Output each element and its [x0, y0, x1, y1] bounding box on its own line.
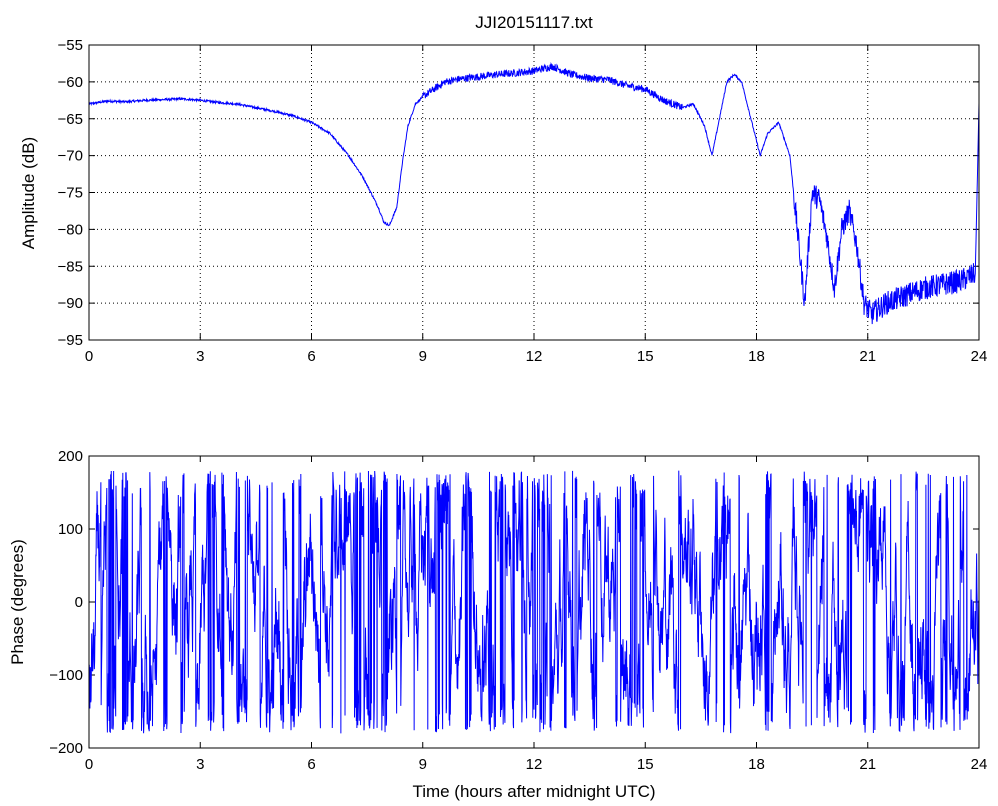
- amplitude-y-axis-label: Amplitude (dB): [19, 137, 38, 249]
- amplitude-x-tick-label: 0: [85, 348, 93, 365]
- phase-x-tick-label: 24: [971, 756, 988, 773]
- amplitude-y-tick-label: −80: [58, 221, 83, 238]
- amplitude-x-tick-label: 15: [637, 348, 654, 365]
- amplitude-x-tick-label: 21: [859, 348, 876, 365]
- amplitude-y-tick-label: −90: [58, 295, 83, 312]
- amplitude-y-tick-label: −70: [58, 148, 83, 165]
- amplitude-y-tick-label: −65: [58, 111, 83, 128]
- amplitude-x-tick-label: 24: [971, 348, 988, 365]
- phase-line: [88, 470, 980, 734]
- phase-y-tick-label: 200: [58, 448, 83, 465]
- phase-y-tick-label: 0: [75, 594, 83, 611]
- phase-y-tick-label: −100: [49, 667, 83, 684]
- phase-x-tick-label: 18: [748, 756, 765, 773]
- chart-title: JJI20151117.txt: [475, 13, 593, 32]
- amplitude-x-tick-label: 6: [307, 348, 315, 365]
- amplitude-axes-frame: [88, 44, 980, 341]
- amplitude-y-tick-label: −75: [58, 185, 83, 202]
- phase-y-tick-label: 100: [58, 521, 83, 538]
- amplitude-ticks: 0 3 6 9 12 15 18 21 24 −95 −90 −85 −80 −75 −70 −65 −60 −5…: [58, 37, 988, 365]
- phase-x-tick-label: 21: [859, 756, 876, 773]
- phase-x-tick-label: 3: [196, 756, 204, 773]
- phase-x-tick-label: 15: [637, 756, 654, 773]
- phase-x-tick-label: 6: [307, 756, 315, 773]
- phase-x-tick-label: 9: [419, 756, 427, 773]
- phase-ticks: 0 3 6 9 12 15 18 21 24 −200 −100 0 100 200: [49, 448, 987, 773]
- phase-x-axis-label: Time (hours after midnight UTC): [412, 782, 655, 801]
- amplitude-grid: [89, 45, 979, 340]
- amplitude-x-tick-label: 9: [419, 348, 427, 365]
- phase-plot: Phase (degrees) Time (hours after midnig…: [8, 448, 987, 801]
- phase-series: [88, 470, 980, 734]
- phase-y-axis-label: Phase (degrees): [8, 539, 27, 665]
- amplitude-y-tick-label: −55: [58, 37, 83, 54]
- amplitude-series: [88, 61, 980, 325]
- phase-axes-frame: [88, 455, 980, 749]
- amplitude-y-tick-label: −60: [58, 74, 83, 91]
- amplitude-y-tick-label: −85: [58, 258, 83, 275]
- amplitude-y-tick-label: −95: [58, 332, 83, 349]
- phase-x-tick-label: 0: [85, 756, 93, 773]
- amplitude-x-tick-label: 18: [748, 348, 765, 365]
- phase-y-tick-label: −200: [49, 740, 83, 757]
- amplitude-plot: JJI20151117.txt Amplitude (dB) 0 3 6 9 12 15 1…: [19, 13, 987, 365]
- amplitude-x-tick-label: 3: [196, 348, 204, 365]
- phase-x-tick-label: 12: [526, 756, 543, 773]
- amplitude-line: [88, 61, 980, 325]
- amplitude-x-tick-label: 12: [526, 348, 543, 365]
